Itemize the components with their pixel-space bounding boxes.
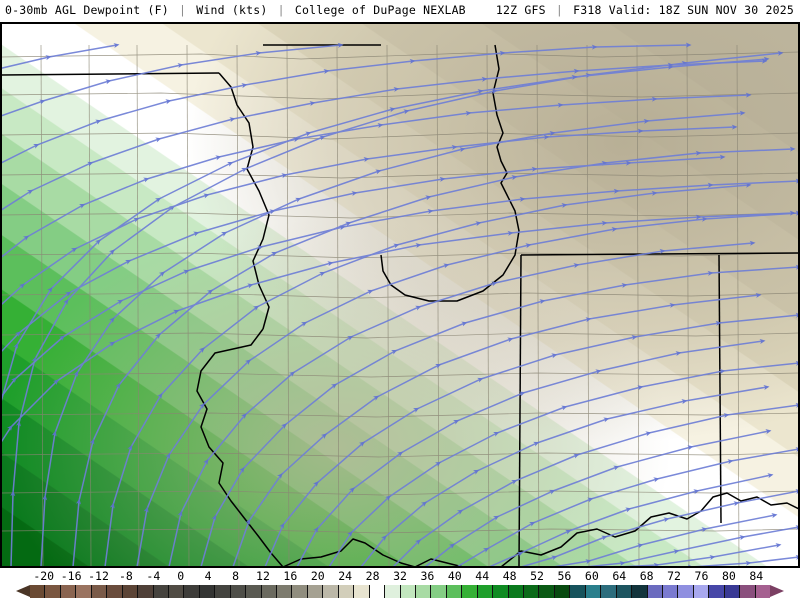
colorbar-segment [400,585,416,598]
header-wind-label: Wind (kts) [196,3,268,17]
colorbar-tick-label: 60 [584,569,599,583]
colorbar-right-cap-arrow [770,585,784,597]
colorbar-tick-label: 44 [475,569,490,583]
colorbar-segment [261,585,277,598]
colorbar-tick-label: 36 [420,569,435,583]
colorbar: -20 -16 -12 -8 -4 0 4 8 12 16 20 24 28 32 36 40 44 48 52 56… [0,568,800,600]
colorbar-segment [153,585,169,598]
colorbar-segment [493,585,509,598]
colorbar-segment [462,585,478,598]
colorbar-tick-label: 8 [232,569,240,583]
colorbar-tick-label: 12 [256,569,270,583]
colorbar-tick-label: 16 [283,569,298,583]
wind-streamlines-layer [1,42,799,567]
colorbar-segment [415,585,432,598]
colorbar-segment [323,585,339,598]
colorbar-tick-label: -16 [60,569,82,583]
colorbar-tick-label: 64 [612,569,627,583]
colorbar-segment [647,585,663,598]
colorbar-tick-label: 20 [310,569,325,583]
map-frame [1,23,799,567]
colorbar-segment [585,585,602,598]
colorbar-segment [431,585,447,598]
colorbar-tick-label: -12 [88,569,109,583]
header-left-text: 0-30mb AGL Dewpoint (F) | Wind (kts) | C… [5,3,466,17]
header-separator-2: | [277,3,285,17]
colorbar-segment [122,585,139,598]
colorbar-segment [755,585,770,598]
colorbar-segment [230,585,247,598]
colorbar-segment [246,585,262,598]
colorbar-segment [292,585,308,598]
colorbar-segment [60,585,77,598]
header-separator-3: | [555,3,564,17]
colorbar-tick-label: 76 [694,569,709,583]
colorbar-tick-label: 56 [557,569,572,583]
header-product-label: 0-30mb AGL Dewpoint (F) [5,3,169,17]
colorbar-segment [76,585,92,598]
colorbar-tick-label: 68 [639,569,654,583]
header-bar: 0-30mb AGL Dewpoint (F) | Wind (kts) | C… [0,0,800,22]
colorbar-segment [539,585,555,598]
colorbar-segment [446,585,463,598]
colorbar-tick-label: 72 [667,569,681,583]
colorbar-segment [693,585,710,598]
header-valid-label: F318 Valid: 18Z SUN NOV 30 2025 [573,3,794,17]
colorbar-segment [616,585,633,598]
colorbar-segment [385,585,401,598]
colorbar-segment [354,585,370,598]
colorbar-segment [215,585,231,598]
header-right-text: 12Z GFS | F318 Valid: 18Z SUN NOV 30 202… [496,3,794,17]
colorbar-segment [184,585,200,598]
colorbar-tick-label: 0 [177,569,185,583]
colorbar-segment [724,585,741,598]
colorbar-segment [662,585,679,598]
colorbar-segment [91,585,108,598]
colorbar-tick-label: -20 [33,569,55,583]
header-source-label: College of DuPage NEXLAB [294,3,466,17]
colorbar-segment [740,585,756,598]
colorbar-segment [107,585,123,598]
colorbar-tick-label: 4 [204,569,212,583]
colorbar-segment [30,585,46,598]
map-svg [1,23,799,567]
colorbar-tick-label: 24 [338,569,353,583]
colorbar-segment [338,585,355,598]
colorbar-tick-label: -8 [118,569,133,583]
colorbar-segment [601,585,617,598]
colorbar-segment [369,585,386,598]
colorbar-segment [632,585,648,598]
colorbar-segment [554,585,571,598]
colorbar-tick-label: 28 [365,569,380,583]
header-separator-1: | [178,3,187,17]
dewpoint-shading-layer [1,23,799,567]
colorbar-segment [307,585,324,598]
colorbar-segment [45,585,61,598]
colorbar-segment [138,585,154,598]
colorbar-tick-label: -4 [146,569,161,583]
colorbar-left-cap-arrow [16,585,30,597]
colorbar-segment [199,585,216,598]
colorbar-segment [477,585,494,598]
colorbar-segment [709,585,725,598]
header-model-label: 12Z GFS [495,3,546,17]
colorbar-segment [168,585,185,598]
colorbar-gradient-strip [30,585,770,598]
colorbar-tick-label: 84 [749,569,764,583]
map-canvas[interactable] [0,22,800,568]
colorbar-segment [277,585,293,598]
colorbar-segment [678,585,694,598]
colorbar-tick-label: 40 [447,569,462,583]
colorbar-tick-label: 80 [721,569,736,583]
colorbar-segment [508,585,524,598]
colorbar-tick-labels: -20 -16 -12 -8 -4 0 4 8 12 16 20 24 28 32 36 40 44 48 52 56… [0,568,800,584]
colorbar-segment [570,585,586,598]
colorbar-tick-label: 52 [530,569,544,583]
colorbar-segment [524,585,540,598]
colorbar-tick-label: 32 [393,569,407,583]
colorbar-tick-label: 48 [502,569,517,583]
